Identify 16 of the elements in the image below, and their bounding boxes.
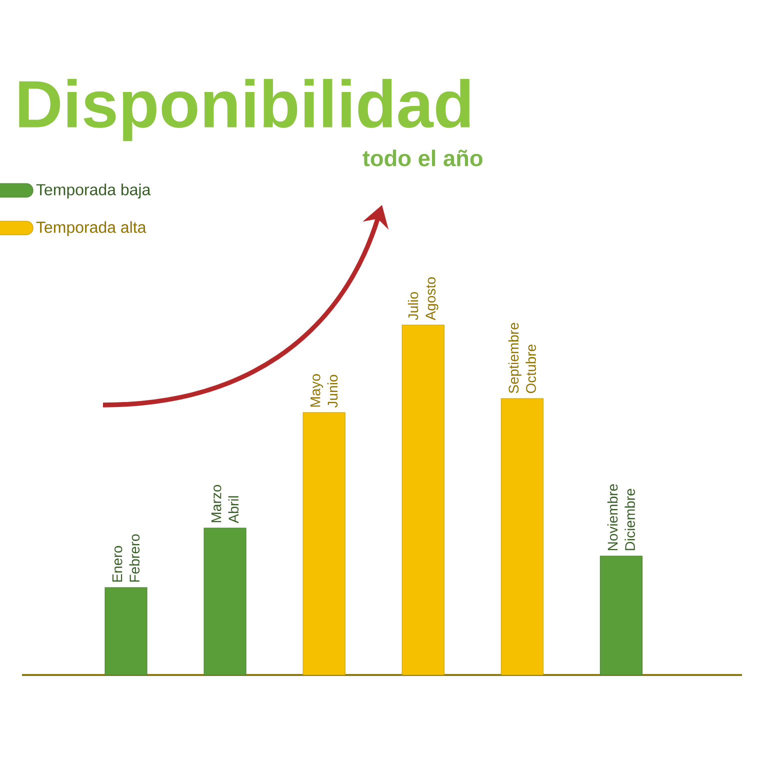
x-tick-label: Enero Febrero (112, 534, 140, 582)
bar (402, 324, 444, 676)
legend-label: Temporada baja (36, 184, 151, 199)
x-tick-label: Mayo Junio (310, 374, 338, 408)
bar (204, 528, 246, 676)
x-tick-label: Julio Agosto (408, 277, 438, 320)
chart-subtitle: todo el año (362, 150, 482, 166)
bar (302, 412, 346, 676)
x-tick-label: Septiembre Octubre (508, 322, 536, 394)
x-tick-label: Noviembre Diciembre (607, 484, 635, 550)
bar (104, 587, 148, 676)
x-tick-label: Marzo Abril (211, 484, 239, 524)
bar (600, 556, 642, 676)
legend-label: Temporada alta (36, 221, 146, 236)
chart-title: Disponibilidad (19, 78, 470, 142)
bar (500, 398, 544, 676)
